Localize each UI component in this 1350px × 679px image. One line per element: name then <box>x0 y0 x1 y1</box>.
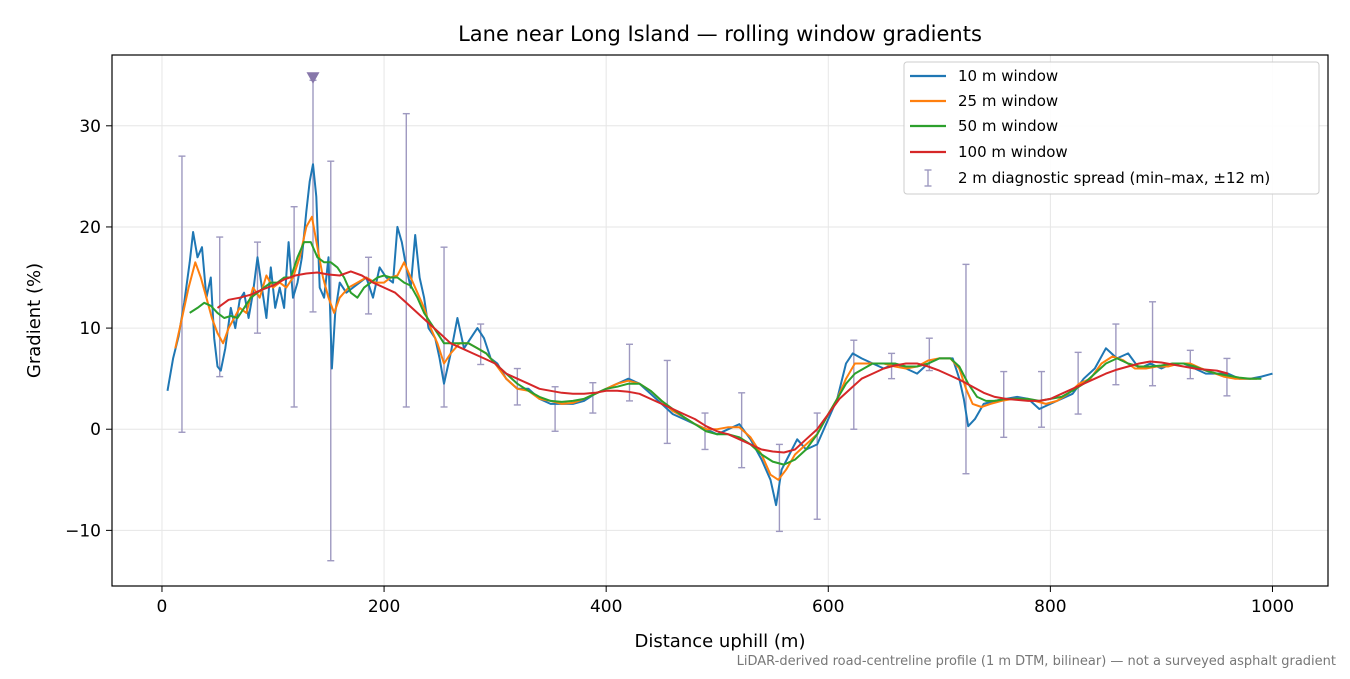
error-bar <box>1000 370 1008 439</box>
legend-label: 10 m window <box>958 67 1058 85</box>
error-bar <box>1037 370 1045 428</box>
x-tick-label: 600 <box>812 597 844 617</box>
legend-label: 100 m window <box>958 143 1068 161</box>
legend-label: 25 m window <box>958 92 1058 110</box>
chart-title: Lane near Long Island — rolling window g… <box>458 22 982 46</box>
legend-items: 10 m window 25 m window 50 m window 100 m w… <box>910 67 1270 187</box>
series-line-100-m-window <box>216 270 1229 454</box>
x-axis-label: Distance uphill (m) <box>635 631 806 652</box>
error-bar <box>589 382 597 414</box>
legend-entry: 100 m window <box>910 143 1068 161</box>
x-tick-label: 1000 <box>1251 597 1294 617</box>
error-bar <box>925 337 933 372</box>
error-bar <box>178 155 186 433</box>
plot-frame <box>111 54 1329 587</box>
error-bar <box>813 412 821 520</box>
error-bar <box>1074 351 1082 415</box>
legend-entry-error-bars: 2 m diagnostic spread (min–max, ±12 m) <box>924 169 1270 187</box>
y-tick-label: −10 <box>65 521 101 541</box>
y-tick-label: 0 <box>90 420 101 440</box>
legend-entry: 25 m window <box>910 92 1058 110</box>
error-bar <box>402 112 410 408</box>
legend-label: 50 m window <box>958 117 1058 135</box>
legend-label: 2 m diagnostic spread (min–max, ±12 m) <box>958 169 1270 187</box>
x-tick-label: 400 <box>590 597 622 617</box>
error-bar <box>513 367 521 406</box>
legend-entry: 50 m window <box>910 117 1058 135</box>
error-bar <box>290 206 298 408</box>
series-lines <box>166 163 1273 507</box>
peak-marker <box>306 72 320 84</box>
x-tick-label: 200 <box>368 597 400 617</box>
legend: 10 m window 25 m window 50 m window 100 m w… <box>903 61 1320 195</box>
axis-ticks: 0 200 400 600 800 1000 −10 0 10 20 30 <box>65 117 1294 617</box>
legend-entry: 10 m window <box>910 67 1058 85</box>
legend-box <box>903 61 1320 195</box>
y-tick-label: 10 <box>79 319 101 339</box>
x-tick-label: 800 <box>1034 597 1066 617</box>
y-tick-label: 30 <box>79 117 101 137</box>
y-tick-label: 20 <box>79 218 101 238</box>
error-bar <box>663 359 671 445</box>
annotations <box>306 72 320 84</box>
error-bar <box>1112 323 1120 386</box>
y-axis-label: Gradient (%) <box>24 263 45 378</box>
error-bar <box>551 386 559 432</box>
footnote: LiDAR-derived road-centreline profile (1… <box>737 654 1336 669</box>
error-bar <box>1149 301 1157 387</box>
error-bar <box>962 263 970 475</box>
x-tick-label: 0 <box>157 597 168 617</box>
